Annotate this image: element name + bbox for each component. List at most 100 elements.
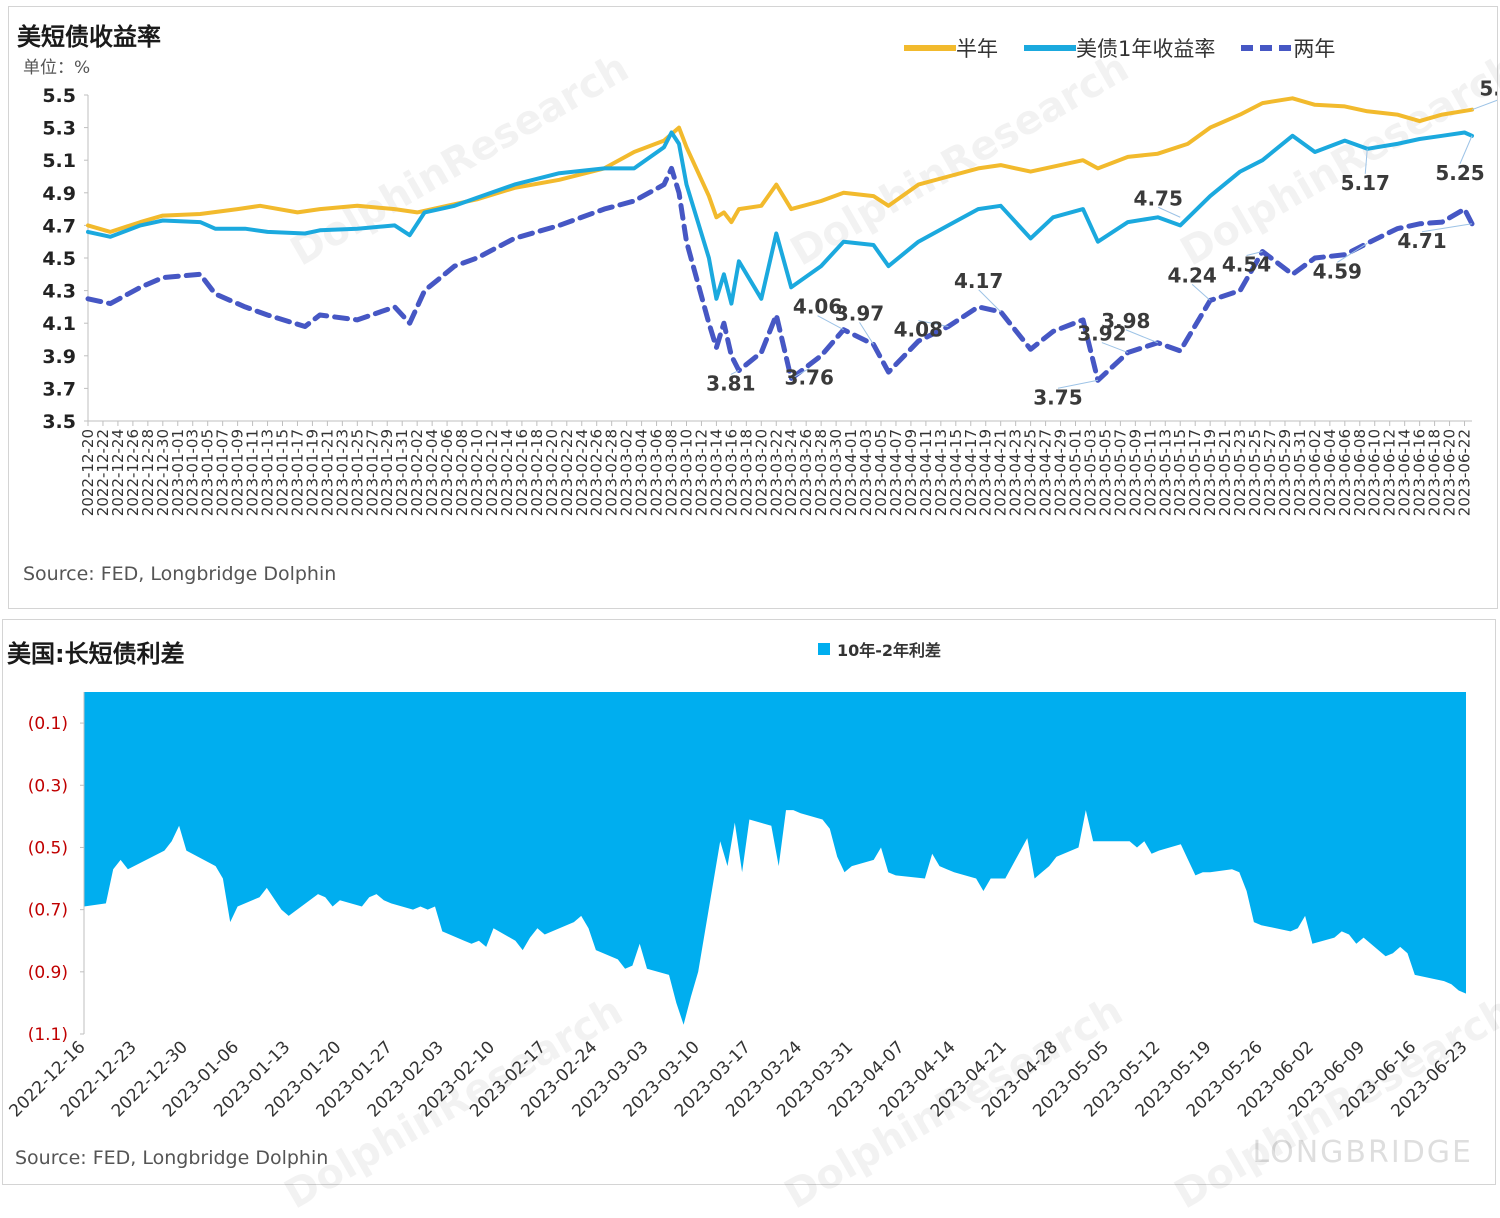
x-tick-label: 2023-03-02 <box>618 429 636 516</box>
x-tick-label: 2023-03-22 <box>767 429 785 516</box>
x-tick-label: 2023-01-03 <box>184 429 202 516</box>
x-tick-label: 2023-05-13 <box>1156 429 1174 516</box>
x-tick-label: 2023-04-27 <box>1037 429 1055 516</box>
annotation-label: 5.41 <box>1479 77 1497 101</box>
y-tick-label: 3.5 <box>42 411 76 433</box>
x-tick-label: 2023-02-04 <box>423 429 441 516</box>
x-tick-label: 2022-12-22 <box>94 429 112 516</box>
x-tick-label: 2023-04-23 <box>1007 429 1025 516</box>
x-tick-label: 2022-12-30 <box>154 429 172 516</box>
x-tick-label: 2023-04-01 <box>842 429 860 516</box>
x-tick-label: 2023-05-03 <box>1081 429 1099 516</box>
y-tick-label: 4.1 <box>42 313 76 335</box>
x-tick-label: 2023-05-23 <box>1231 429 1249 516</box>
annotation-label: 3.97 <box>835 301 884 325</box>
y-tick-label: 3.9 <box>42 346 76 368</box>
annotation-label: 4.54 <box>1222 252 1271 276</box>
x-tick-label: 2023-05-25 <box>1246 429 1264 516</box>
annotation-leader <box>859 322 874 345</box>
annotation-label: 4.71 <box>1397 229 1446 253</box>
x-tick-label: 2023-03-06 <box>648 429 666 516</box>
x-tick-label: 2023-02-14 <box>498 429 516 516</box>
spread-chart-title: 美国:长短债利差 <box>7 640 185 668</box>
annotation-label: 4.06 <box>793 295 842 319</box>
y-tick-label: (0.9) <box>28 963 68 983</box>
x-tick-label: 2023-05-05 <box>1096 429 1114 516</box>
x-tick-label: 2023-05-29 <box>1276 429 1294 516</box>
x-tick-label: 2023-04-25 <box>1022 429 1040 516</box>
x-tick-label: 2023-01-21 <box>318 429 336 516</box>
annotation-label: 3.81 <box>706 371 755 395</box>
x-tick-label: 2023-01-27 <box>363 429 381 516</box>
yield-chart-source: Source: FED, Longbridge Dolphin <box>23 563 337 585</box>
x-tick-label: 2022-12-26 <box>124 429 142 516</box>
annotation-leader <box>1101 342 1129 354</box>
y-tick-label: (0.3) <box>28 776 68 796</box>
x-tick-label: 2023-02-10 <box>468 429 486 516</box>
y-tick-label: 4.3 <box>42 281 76 303</box>
annotation-leader <box>1364 148 1368 174</box>
y-tick-label: 5.5 <box>42 85 76 107</box>
x-tick-label: 2023-06-16 <box>1411 429 1429 516</box>
y-tick-label: 3.7 <box>42 378 76 400</box>
x-tick-label: 2023-04-03 <box>857 429 875 516</box>
x-tick-label: 2023-06-14 <box>1396 429 1414 516</box>
y-tick-label: 5.1 <box>42 150 76 172</box>
x-tick-label: 2023-05-19 <box>1201 429 1219 516</box>
annotation-leader <box>978 289 1002 313</box>
x-tick-label: 2023-02-16 <box>513 429 531 516</box>
spread-chart-panel: 美国:长短债利差 10年-2年利差 DolphinResearch Dolphi… <box>2 619 1500 1218</box>
annotation-label: 3.92 <box>1077 322 1126 346</box>
yield-chart-title: 美短债收益率 <box>17 23 161 51</box>
x-tick-label: 2023-01-09 <box>229 429 247 516</box>
longbridge-logo: LONGBRIDGE <box>1252 1135 1473 1170</box>
x-tick-label: 2023-03-30 <box>827 429 845 516</box>
annotation-leader <box>1191 284 1211 301</box>
x-tick-label: 2023-05-07 <box>1111 429 1129 516</box>
annotation-label: 5.17 <box>1341 171 1390 195</box>
annotation-label: 3.75 <box>1033 385 1082 409</box>
x-tick-label: 2023-04-17 <box>962 429 980 516</box>
yield-chart-legend: 半年 美债1年收益率 两年 <box>904 33 1361 63</box>
x-tick-label: 2023-05-15 <box>1171 429 1189 516</box>
x-tick-label: 2023-04-05 <box>872 429 890 516</box>
x-tick-label: 2023-02-12 <box>483 429 501 516</box>
series-line-0 <box>86 96 1474 234</box>
x-tick-label: 2022-12-28 <box>139 429 157 516</box>
legend-label-spread: 10年-2年利差 <box>837 641 942 660</box>
x-tick-label: 2023-03-18 <box>737 429 755 516</box>
x-tick-label: 2023-01-01 <box>169 429 187 516</box>
x-tick-label: 2023-03-04 <box>633 429 651 516</box>
x-tick-label: 2023-06-22 <box>1456 429 1474 516</box>
annotation-leader <box>1471 99 1497 111</box>
x-tick-label: 2023-03-14 <box>707 429 725 516</box>
x-tick-label: 2023-04-21 <box>992 429 1010 516</box>
x-tick-label: 2023-01-07 <box>214 429 232 516</box>
x-tick-label: 2023-03-12 <box>692 429 710 516</box>
x-tick-label: 2023-01-11 <box>244 429 262 516</box>
x-tick-label: 2023-03-16 <box>722 429 740 516</box>
x-tick-label: 2023-06-06 <box>1336 429 1354 516</box>
annotation-label: 4.75 <box>1134 186 1183 210</box>
spread-chart-source: Source: FED, Longbridge Dolphin <box>15 1147 329 1169</box>
x-tick-label: 2023-02-02 <box>408 429 426 516</box>
x-tick-label: 2023-06-20 <box>1441 429 1459 516</box>
x-tick-label: 2023-04-15 <box>947 429 965 516</box>
y-tick-label: (0.1) <box>28 714 68 734</box>
x-tick-label: 2023-05-01 <box>1067 429 1085 516</box>
x-tick-label: 2023-03-10 <box>677 429 695 516</box>
x-tick-label: 2023-02-28 <box>603 429 621 516</box>
legend-label-one-year: 美债1年收益率 <box>1076 37 1216 61</box>
legend-item-half-year: 半年 <box>904 33 998 63</box>
spread-chart-legend: 10年-2年利差 <box>817 637 967 661</box>
legend-item-spread: 10年-2年利差 <box>817 637 941 661</box>
yield-chart-panel: 美短债收益率 单位：% 半年 美债1年收益率 两年 DolphinResearc… <box>8 6 1500 609</box>
x-tick-label: 2023-05-21 <box>1216 429 1234 516</box>
x-tick-label: 2023-06-18 <box>1426 429 1444 516</box>
x-tick-label: 2023-01-29 <box>378 429 396 516</box>
y-tick-label: 5.3 <box>42 118 76 140</box>
x-tick-label: 2023-05-27 <box>1261 429 1279 516</box>
spread-chart-plot: (0.1)(0.3)(0.5)(0.7)(0.9)(1.1)2022-12-16… <box>6 692 1472 1121</box>
x-tick-label: 2023-01-25 <box>348 429 366 516</box>
annotation-leader <box>790 368 810 380</box>
